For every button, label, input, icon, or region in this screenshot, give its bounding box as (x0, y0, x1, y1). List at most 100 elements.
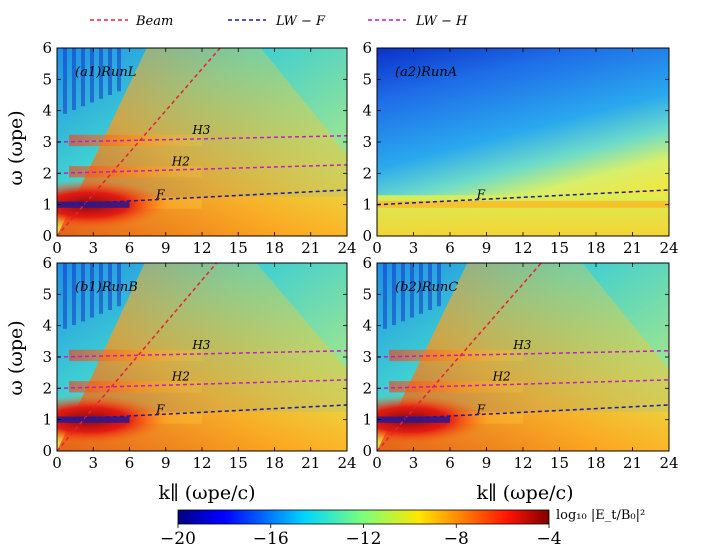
colorbar-tick-label: −16 (253, 529, 289, 549)
y-tick-label: 4 (362, 317, 372, 335)
annotation-f: F (476, 187, 486, 201)
heatmap-streak (410, 263, 414, 318)
heatmap-streak (90, 263, 94, 318)
colorbar-gradient (177, 509, 550, 525)
annotation-h2: H2 (171, 155, 190, 169)
x-tick-label: 0 (52, 239, 62, 257)
colorbar-tick-label: −8 (444, 529, 469, 549)
x-tick-label: 12 (513, 239, 532, 257)
x-tick-label: 18 (265, 239, 284, 257)
lw-h-line-3 (57, 349, 347, 358)
heatmap-streak (392, 263, 396, 326)
x-tick-label: 0 (372, 454, 382, 472)
annotation-f: F (155, 402, 165, 416)
heatmap-streak (108, 48, 112, 95)
heatmap-streak (117, 263, 121, 307)
x-tick-label: 21 (623, 454, 642, 472)
x-axis-label-left: k∥ (ωpe/c) (158, 482, 255, 504)
y-tick-label: 1 (362, 196, 372, 214)
x-tick-label: 15 (229, 239, 248, 257)
y-tick-label: 6 (362, 39, 372, 57)
y-tick-label: 2 (362, 164, 372, 182)
lw-h-line-3 (57, 134, 347, 143)
y-tick-label: 5 (362, 70, 372, 88)
x-tick-label: 15 (550, 454, 569, 472)
y-tick-label: 3 (42, 348, 52, 366)
legend-label-lw-h: LW − H (415, 14, 468, 29)
panel-title: (a2)RunA (395, 65, 457, 80)
y-tick-label: 5 (42, 285, 52, 303)
x-tick-label: 12 (192, 454, 211, 472)
y-tick-label: 4 (42, 102, 52, 120)
x-tick-label: 9 (161, 239, 171, 257)
heatmap-streak (81, 263, 85, 322)
x-tick-label: 9 (161, 454, 171, 472)
annotation-f: F (155, 187, 165, 201)
heatmap-streak (419, 263, 423, 314)
heatmap-core-band (57, 201, 130, 208)
x-tick-label: 6 (445, 239, 455, 257)
y-axis-label-bottom: ω (ωpe) (5, 320, 27, 395)
x-tick-label: 3 (88, 454, 98, 472)
x-tick-label: 6 (445, 454, 455, 472)
x-tick-label: 18 (265, 454, 284, 472)
y-tick-label: 6 (42, 254, 52, 272)
heatmap-streak (99, 48, 103, 99)
y-axis-label-top: ω (ωpe) (5, 110, 27, 185)
colorbar-label: log₁₀ |E_t/B₀|² (556, 508, 645, 523)
annotation-h2: H2 (492, 370, 511, 384)
heatmap-streak (108, 263, 112, 310)
y-tick-label: 0 (362, 442, 372, 460)
x-tick-label: 15 (229, 454, 248, 472)
y-tick-label: 3 (42, 133, 52, 151)
x-tick-label: 12 (513, 454, 532, 472)
colorbar-tick-label: −12 (346, 529, 382, 549)
heatmap-streak (63, 48, 67, 114)
legend-label-lw-f: LW − F (275, 14, 326, 29)
panel-title: (b2)RunC (395, 280, 458, 295)
annotation-h2: H2 (171, 370, 190, 384)
y-tick-label: 5 (362, 285, 372, 303)
panel-title: (a1)RunL (75, 65, 136, 80)
legend: Beam LW − F LW − H (90, 14, 468, 29)
x-tick-label: 9 (482, 454, 492, 472)
heatmap-streak (383, 263, 387, 329)
annotation-f: F (476, 402, 486, 416)
heatmap-4 (377, 263, 669, 451)
x-tick-label: 18 (586, 239, 605, 257)
colorbar-tick-label: −20 (160, 529, 196, 549)
y-tick-label: 5 (42, 70, 52, 88)
x-tick-label: 18 (586, 454, 605, 472)
x-tick-label: 24 (659, 239, 678, 257)
legend-entry-beam: Beam (90, 14, 173, 29)
x-tick-label: 15 (550, 239, 569, 257)
heatmap-streak (437, 263, 441, 307)
x-tick-label: 24 (337, 239, 356, 257)
y-tick-label: 3 (362, 133, 372, 151)
colorbar: log₁₀ |E_t/B₀|² −20 −16 −12 −8 −4 (160, 508, 645, 549)
x-axis-label-right: k∥ (ωpe/c) (476, 482, 573, 504)
x-tick-label: 6 (125, 239, 135, 257)
lw-h-line-2 (57, 164, 347, 175)
heatmap-streak (401, 263, 405, 322)
lw-f-line (57, 404, 347, 421)
legend-entry-lw-f: LW − F (228, 14, 326, 29)
colorbar-ticks: −20 −16 −12 −8 −4 (160, 524, 562, 549)
heatmap-2 (377, 48, 669, 236)
x-tick-label: 0 (372, 239, 382, 257)
y-tick-label: 2 (362, 379, 372, 397)
x-tick-label: 24 (659, 454, 678, 472)
y-tick-label: 2 (42, 164, 52, 182)
x-tick-label: 21 (301, 239, 320, 257)
heatmap-streak (428, 263, 432, 310)
x-tick-label: 3 (409, 454, 419, 472)
x-tick-label: 3 (88, 239, 98, 257)
heatmap-streak (81, 48, 85, 107)
x-tick-label: 0 (52, 454, 62, 472)
colorbar-tick-label: −4 (536, 529, 561, 549)
y-tick-label: 0 (42, 227, 52, 245)
heatmap-streak (90, 48, 94, 103)
